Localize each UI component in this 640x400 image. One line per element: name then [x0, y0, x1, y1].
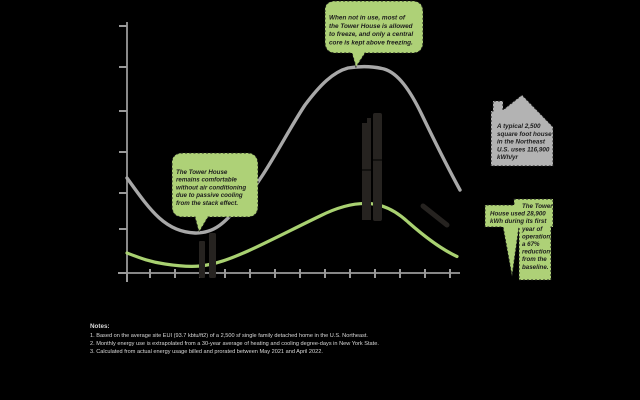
svg-text:3. Calculated from actual ener: 3. Calculated from actual energy usage b… — [90, 349, 323, 355]
svg-text:Notes:: Notes: — [90, 323, 110, 330]
svg-text:2. Monthly energy use is extra: 2. Monthly energy use is extrapolated fr… — [90, 341, 379, 347]
svg-text:1. Based on the average site E: 1. Based on the average site EUI (93.7 k… — [90, 333, 368, 339]
svg-text:The Tower House used 28,: The Tower House used 28,900 kWh during i… — [490, 203, 554, 271]
svg-text:When not in use, most of: When not in use, most of the Tower House… — [329, 15, 415, 47]
